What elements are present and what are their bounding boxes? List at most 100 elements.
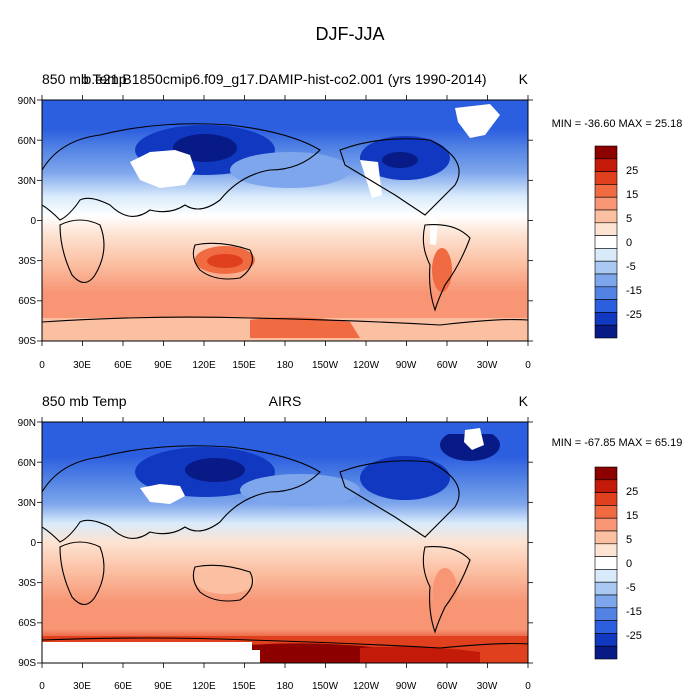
colorbar-swatch	[594, 466, 618, 481]
panel-2-lon-label: 180	[277, 681, 294, 692]
panel-2-lat-label: 0	[30, 538, 36, 549]
colorbar-swatch	[594, 273, 618, 288]
panel-2-colorbar-label: 5	[626, 534, 632, 546]
panel-1-lon-label: 90W	[396, 360, 417, 371]
panel-1-lon-label: 30W	[477, 360, 498, 371]
panel-2-center-title: AIRS	[269, 393, 302, 409]
panel-2-colorbar-label: -15	[626, 606, 642, 618]
panel-1-lon-label: 150W	[312, 360, 339, 371]
panel-2-missing-tibet	[140, 484, 185, 504]
colorbar-swatch	[594, 299, 618, 313]
colorbar-swatch	[594, 286, 618, 300]
panel-2-stats: MIN = -67.85 MAX = 65.19	[552, 437, 683, 449]
panel-1-lat-label: 60N	[18, 136, 36, 147]
panel-1-lat-label: 30S	[18, 256, 36, 267]
panel-2-colorbar-label: 0	[626, 558, 632, 570]
colorbar-swatch	[594, 184, 618, 198]
panel-2-colorbar-label: 15	[626, 510, 638, 522]
panel-2-lat-label: 30S	[18, 578, 36, 589]
panel-2-lat-label: 60N	[18, 458, 36, 469]
panel-2-lon-label: 150E	[232, 681, 256, 692]
colorbar-swatch	[594, 248, 618, 262]
panel-1-lat-label: 90N	[18, 96, 36, 107]
colorbar-swatch	[594, 492, 618, 506]
colorbar-swatch	[594, 543, 618, 557]
panel-1-lat-label: 0	[30, 216, 36, 227]
colorbar-swatch	[594, 222, 618, 236]
figure-title: DJF-JJA	[316, 24, 385, 44]
panel-1-map	[42, 100, 528, 341]
panel-1-colorbar-label: -15	[626, 285, 642, 297]
colorbar-swatch	[594, 517, 618, 532]
colorbar-swatch	[594, 505, 618, 519]
colorbar-swatch	[594, 158, 618, 172]
panel-1-missing-greenland	[455, 104, 500, 138]
panel-2-colorbar-label: 25	[626, 486, 638, 498]
colorbar-swatch	[594, 196, 618, 211]
panel-1-colorbar-label: 0	[626, 237, 632, 249]
panel-2-lat-label: 90N	[18, 418, 36, 429]
panel-1-lon-label: 60W	[437, 360, 458, 371]
panel-2-coastlines	[42, 445, 528, 649]
panel-1-colorbar: 25 15 5 0 -5 -15 -25	[594, 145, 642, 339]
panel-1-colorbar-label: -5	[626, 261, 636, 273]
panel-1-lon-label: 180	[277, 360, 294, 371]
panel-2-colorbar-label: -5	[626, 582, 636, 594]
panel-1-units: K	[519, 71, 529, 87]
colorbar-swatch	[594, 145, 618, 160]
colorbar-swatch	[594, 620, 618, 634]
panel-1-center-title: b.e21.B1850cmip6.f09_g17.DAMIP-hist-co2.…	[83, 71, 486, 87]
colorbar-swatch	[594, 581, 618, 596]
colorbar-swatch	[594, 479, 618, 493]
panel-1-lon-label: 90E	[154, 360, 172, 371]
panel-1-lat-label: 60S	[18, 296, 36, 307]
panel-1-lat-label: 30N	[18, 176, 36, 187]
panel-1-lon-label: 150E	[232, 360, 256, 371]
panel-1-coastlines	[42, 123, 528, 326]
panel-1-lon-label: 0	[525, 360, 531, 371]
panel-2-lat-label: 60S	[18, 618, 36, 629]
panel-1-lon-label: 60E	[114, 360, 132, 371]
panel-2-lon-label: 30E	[73, 681, 91, 692]
colorbar-swatch	[594, 594, 618, 609]
panel-2-colorbar: 25 15 5 0 -5 -15 -25	[594, 466, 642, 660]
panel-2-lat-label: 30N	[18, 498, 36, 509]
panel-2-lon-label: 60E	[114, 681, 132, 692]
panel-2-lon-label: 120W	[353, 681, 380, 692]
panel-2-lon-label: 120E	[192, 681, 216, 692]
colorbar-swatch	[594, 312, 618, 326]
colorbar-swatch	[594, 556, 618, 570]
panel-1-lon-label: 120W	[353, 360, 380, 371]
panel-2-lon-label: 90W	[396, 681, 417, 692]
panel-2-lon-label: 60W	[437, 681, 458, 692]
panel-2: 850 mb Temp AIRS K MIN = -67.85 MAX = 65…	[18, 393, 683, 692]
panel-2-lon-label: 0	[525, 681, 531, 692]
colorbar-swatch	[594, 633, 618, 647]
colorbar-swatch	[594, 530, 618, 545]
panel-2-colorbar-label: -25	[626, 630, 642, 642]
panel-1-colorbar-label: 5	[626, 213, 632, 225]
colorbar-swatch	[594, 209, 618, 224]
panel-1-lon-label: 120E	[192, 360, 216, 371]
colorbar-swatch	[594, 645, 618, 660]
panel-1-lon-label: 30E	[73, 360, 91, 371]
panel-2-lon-label: 30W	[477, 681, 498, 692]
colorbar-swatch	[594, 607, 618, 621]
panel-2-lat-label: 90S	[18, 658, 36, 669]
panel-2-left-title: 850 mb Temp	[42, 393, 127, 409]
panel-2-units: K	[519, 393, 529, 409]
panel-2-lon-label: 150W	[312, 681, 339, 692]
panel-2-missing-antarctica	[42, 642, 252, 663]
panel-1-missing-tibet	[130, 150, 195, 188]
panel-1-colorbar-label: -25	[626, 309, 642, 321]
colorbar-swatch	[594, 235, 618, 249]
colorbar-swatch	[594, 569, 618, 583]
panel-2-missing-greenland	[464, 428, 484, 450]
panel-2-australia-warm	[195, 566, 255, 594]
panel-1-lon-label: 0	[39, 360, 45, 371]
colorbar-swatch	[594, 171, 618, 185]
panel-1-lat-label: 90S	[18, 336, 36, 347]
panel-1-colorbar-label: 25	[626, 165, 638, 177]
colorbar-swatch	[594, 324, 618, 339]
